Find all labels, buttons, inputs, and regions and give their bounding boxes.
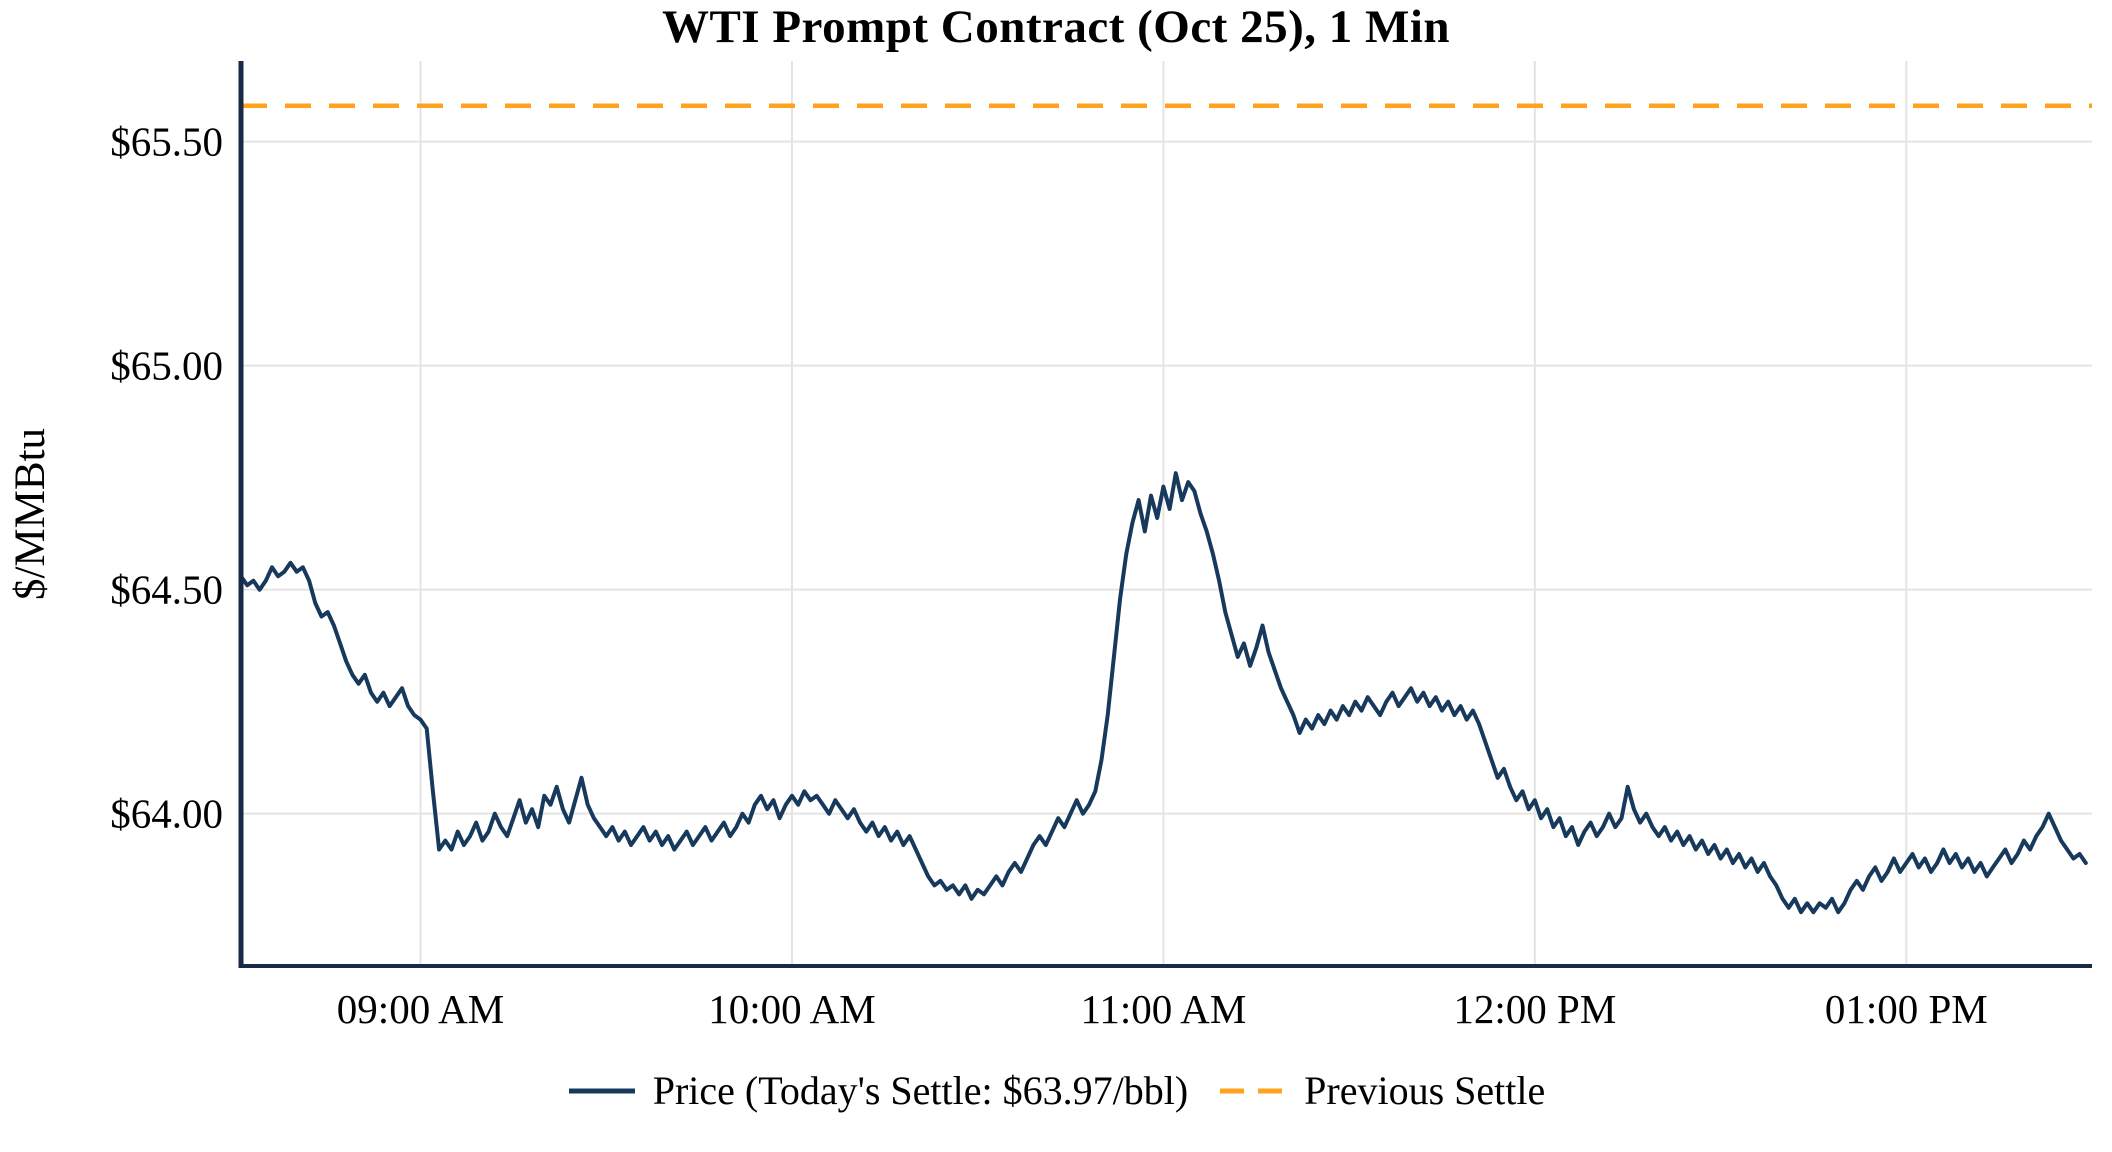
x-tick-label: 12:00 PM xyxy=(1453,986,1616,1032)
y-tick-label: $65.50 xyxy=(110,119,223,165)
y-tick-label: $65.00 xyxy=(110,343,223,389)
y-tick-label: $64.50 xyxy=(110,567,223,613)
x-tick-label: 11:00 AM xyxy=(1080,986,1246,1032)
x-tick-label: 09:00 AM xyxy=(337,986,504,1032)
chart-title: WTI Prompt Contract (Oct 25), 1 Min xyxy=(661,1,1451,53)
previous-settle-swatch xyxy=(1220,1088,1287,1093)
legend-label-previous-settle: Previous Settle xyxy=(1304,1068,1546,1113)
y-axis-label: $/MMBtu xyxy=(7,428,54,600)
legend-item-price: Price (Today's Settle: $63.97/bbl) xyxy=(567,1067,1188,1114)
chart-legend: Price (Today's Settle: $63.97/bbl) Previ… xyxy=(0,1067,2112,1114)
x-tick-label: 01:00 PM xyxy=(1825,986,1988,1032)
legend-label-price: Price (Today's Settle: $63.97/bbl) xyxy=(652,1068,1189,1113)
price-line xyxy=(239,471,2088,915)
x-tick-label: 10:00 AM xyxy=(708,986,875,1032)
y-tick-label: $64.00 xyxy=(110,791,223,837)
price-line-swatch xyxy=(568,1088,635,1093)
legend-item-previous-settle: Previous Settle xyxy=(1218,1067,1545,1114)
